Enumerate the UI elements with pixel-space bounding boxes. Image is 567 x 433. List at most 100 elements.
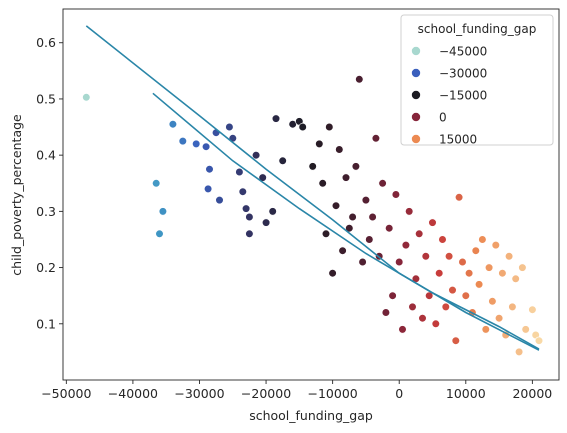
data-point xyxy=(345,224,354,233)
data-point xyxy=(518,263,527,272)
x-tick-label: 0 xyxy=(395,386,403,401)
data-point xyxy=(505,252,514,261)
legend: school_funding_gap −45000 −30000 −15000 0 15… xyxy=(400,14,554,147)
legend-entries: −45000 −30000 −15000 0 15000 xyxy=(411,45,487,147)
legend-label: 0 xyxy=(439,111,447,125)
x-tick-label: −40000 xyxy=(108,386,158,401)
fit-line-layer xyxy=(85,25,540,351)
x-tick-label: 20000 xyxy=(512,386,552,401)
data-point xyxy=(401,241,411,250)
data-point xyxy=(478,235,487,244)
data-point xyxy=(278,156,287,165)
data-point xyxy=(385,224,394,233)
fit-line xyxy=(152,92,540,350)
y-tick-label: 0.1 xyxy=(36,316,56,331)
fit-line xyxy=(85,25,540,351)
data-point xyxy=(245,212,254,222)
data-point xyxy=(378,179,387,188)
data-point xyxy=(491,241,500,250)
y-axis: 0.1 0.2 0.3 0.4 0.5 0.6 xyxy=(36,35,63,331)
data-point xyxy=(425,291,434,300)
data-point xyxy=(371,134,381,143)
legend-box xyxy=(400,14,554,146)
data-point xyxy=(528,305,537,314)
data-point xyxy=(192,139,201,148)
legend-label: −30000 xyxy=(439,67,487,81)
y-tick-label: 0.3 xyxy=(36,204,56,219)
legend-title: school_funding_gap xyxy=(418,22,537,36)
data-point xyxy=(418,314,427,323)
data-point xyxy=(395,257,404,267)
data-point xyxy=(355,75,364,84)
data-point xyxy=(268,207,277,216)
y-tick-label: 0.5 xyxy=(36,91,56,106)
y-tick-label: 0.4 xyxy=(36,148,56,163)
data-point xyxy=(498,269,507,278)
y-axis-label: child_poverty_percentage xyxy=(9,114,24,276)
data-point xyxy=(365,235,374,244)
data-point xyxy=(315,139,324,148)
x-axis: −50000 −40000 −30000 −20000 −10000 0 10000 2000… xyxy=(41,380,552,401)
data-point xyxy=(398,325,407,334)
data-point xyxy=(351,162,361,171)
data-point xyxy=(235,167,244,177)
legend-label: −15000 xyxy=(439,89,487,103)
legend-marker xyxy=(411,112,421,122)
data-point xyxy=(325,122,334,132)
data-point xyxy=(338,246,347,255)
data-point xyxy=(298,122,307,132)
points-layer xyxy=(82,75,544,357)
x-tick-label: −50000 xyxy=(41,386,91,401)
data-point xyxy=(238,187,247,196)
data-point xyxy=(458,257,467,267)
legend-marker xyxy=(411,46,421,56)
data-point xyxy=(438,235,447,244)
data-point xyxy=(388,291,397,300)
data-point xyxy=(158,207,167,216)
y-tick-label: 0.6 xyxy=(36,35,56,50)
data-point xyxy=(488,297,497,306)
data-point xyxy=(508,302,517,312)
data-point xyxy=(331,201,341,210)
data-point xyxy=(205,165,214,174)
data-point xyxy=(168,120,177,129)
legend-marker xyxy=(411,90,421,100)
legend-marker xyxy=(411,68,421,78)
data-point xyxy=(155,229,164,238)
data-point xyxy=(358,257,367,267)
data-point xyxy=(271,114,281,123)
legend-label: 15000 xyxy=(439,133,477,147)
data-point xyxy=(448,286,457,295)
data-point xyxy=(461,291,470,300)
data-point xyxy=(471,246,480,255)
data-point xyxy=(262,218,271,227)
data-point xyxy=(242,204,251,213)
data-point xyxy=(368,212,377,222)
data-point xyxy=(405,207,414,216)
data-point xyxy=(455,193,464,202)
x-tick-label: −10000 xyxy=(308,386,358,401)
y-tick-label: 0.2 xyxy=(36,260,56,275)
data-point xyxy=(328,269,337,278)
data-point xyxy=(82,93,91,102)
legend-label: −45000 xyxy=(439,45,487,59)
data-point xyxy=(451,336,460,345)
data-point xyxy=(495,314,504,323)
plot-frame xyxy=(62,8,560,381)
data-point xyxy=(321,229,331,238)
data-point xyxy=(445,252,454,261)
data-point xyxy=(485,263,494,272)
data-point xyxy=(391,190,401,199)
data-point xyxy=(335,145,344,154)
data-point xyxy=(202,142,211,151)
data-point xyxy=(465,269,474,278)
data-point xyxy=(308,162,317,171)
data-point xyxy=(178,137,187,146)
data-point xyxy=(204,184,213,193)
data-point xyxy=(408,302,417,312)
data-point xyxy=(475,280,484,289)
data-point xyxy=(514,347,524,357)
legend-marker xyxy=(411,134,421,144)
data-point xyxy=(421,252,430,261)
x-tick-label: −20000 xyxy=(241,386,291,401)
